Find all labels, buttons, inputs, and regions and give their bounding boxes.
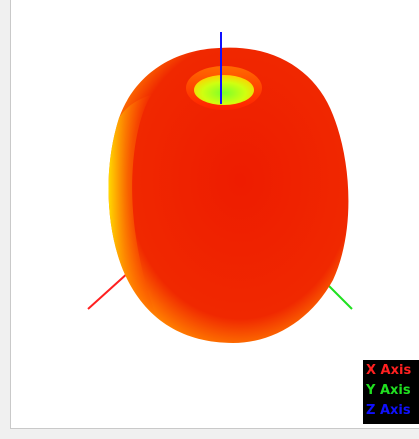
axis-legend: X Axis Y Axis Z Axis [363, 360, 419, 424]
x-axis-line [87, 271, 130, 310]
3d-plot-viewport[interactable]: X Axis Y Axis Z Axis [10, 0, 419, 429]
legend-y-axis-label: Y Axis [366, 383, 411, 398]
surface-edge-highlight [108, 95, 157, 318]
legend-z-axis-label: Z Axis [366, 403, 411, 418]
y-axis-line [328, 285, 353, 310]
surface-top-opening [194, 75, 254, 105]
legend-x-axis-label: X Axis [366, 363, 412, 378]
surface-body [108, 47, 349, 343]
3d-scene[interactable] [11, 0, 419, 429]
